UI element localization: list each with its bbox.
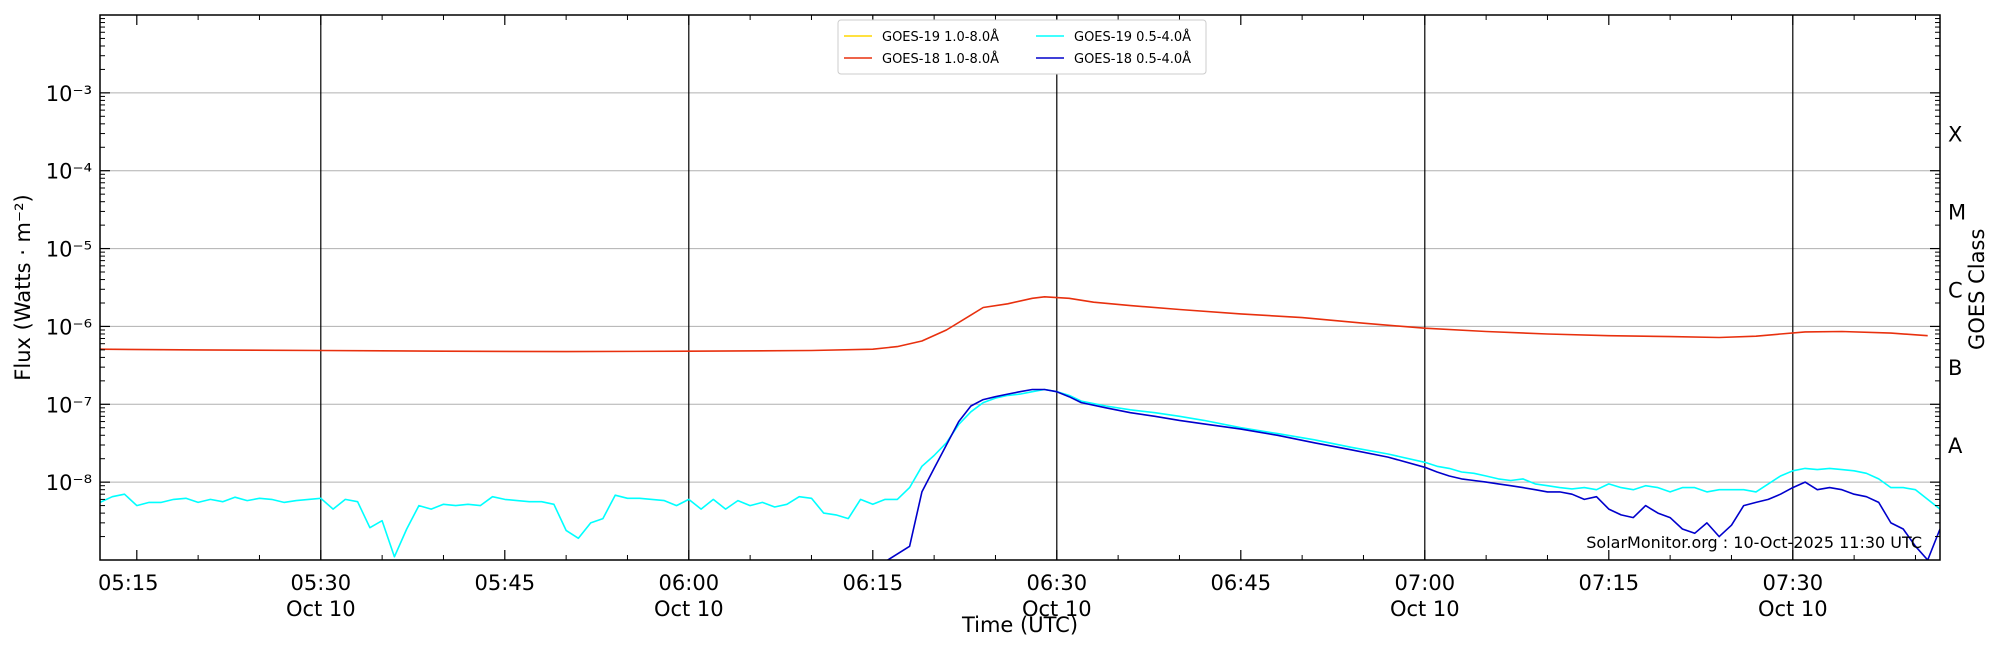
x-tick-label: 07:00	[1395, 571, 1456, 595]
credit-text: SolarMonitor.org : 10-Oct-2025 11:30 UTC	[1586, 533, 1922, 552]
x-tick-label: 06:00	[659, 571, 720, 595]
x-tick-label: 06:15	[843, 571, 904, 595]
x-tick-date-label: Oct 10	[1758, 597, 1828, 621]
x-tick-label: 06:45	[1211, 571, 1272, 595]
x-tick-label: 07:15	[1579, 571, 1640, 595]
legend-box	[837, 19, 1207, 75]
goes-class-labels: A B C M X	[1948, 123, 1966, 458]
x-tick-label: 05:15	[98, 571, 159, 595]
legend-label: GOES-19 1.0-8.0Å	[882, 29, 999, 45]
x-axis-title: Time (UTC)	[961, 613, 1078, 637]
y-axis-title: Flux (Watts · m⁻²)	[11, 194, 35, 380]
series-layer	[100, 295, 1940, 560]
right-axis-title: GOES Class	[1965, 229, 1989, 350]
series-line-2	[100, 388, 1940, 558]
y-tick-label: 10⁻⁵	[46, 238, 92, 262]
x-tick-label: 06:30	[1027, 571, 1088, 595]
x-tick-label: 05:30	[291, 571, 352, 595]
x-tick-date-label: Oct 10	[1022, 597, 1092, 621]
goes-class-label: C	[1948, 278, 1963, 302]
horizontal-gridlines	[100, 92, 1940, 483]
series-line-3	[886, 388, 1940, 560]
series-line-1	[100, 295, 1928, 353]
legend-label: GOES-19 0.5-4.0Å	[1074, 29, 1191, 45]
goes-class-label: B	[1948, 356, 1962, 380]
legend-label: GOES-18 0.5-4.0Å	[1074, 51, 1191, 67]
y-tick-label: 10⁻⁷	[46, 393, 92, 417]
y-axis-ticks: 10⁻⁸ 10⁻⁷ 10⁻⁶ 10⁻⁵ 10⁻⁴ 10⁻³	[46, 18, 1940, 538]
vertical-gridlines	[320, 15, 1794, 560]
y-tick-label: 10⁻⁶	[46, 315, 92, 339]
y-tick-label: 10⁻³	[46, 82, 92, 106]
plot-frame	[99, 14, 1941, 561]
x-tick-date-label: Oct 10	[1390, 597, 1460, 621]
goes-class-label: M	[1948, 200, 1966, 224]
legend: GOES-19 1.0-8.0Å GOES-18 1.0-8.0Å GOES-19 …	[837, 19, 1207, 75]
goes-class-label: X	[1948, 123, 1962, 147]
goes-class-label: A	[1948, 434, 1963, 458]
x-tick-date-label: Oct 10	[286, 597, 356, 621]
legend-label: GOES-18 1.0-8.0Å	[882, 51, 999, 67]
x-tick-date-label: Oct 10	[654, 597, 724, 621]
y-tick-label: 10⁻⁴	[46, 160, 92, 184]
x-tick-label: 05:45	[475, 571, 536, 595]
y-tick-label: 10⁻⁸	[46, 471, 92, 495]
x-tick-label: 07:30	[1763, 571, 1824, 595]
